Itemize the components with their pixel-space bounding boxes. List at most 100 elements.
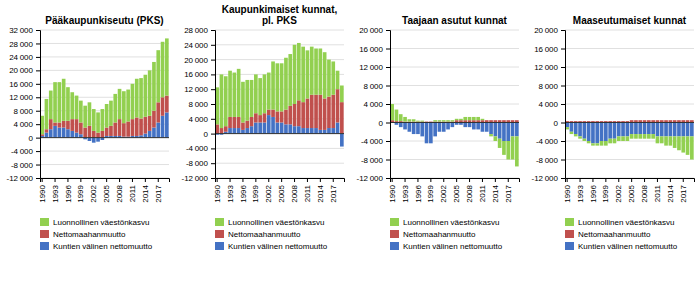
bar [161,97,165,116]
x-tick-label: 2017 [679,184,688,202]
x-tick-label: 1993 [401,184,410,202]
x-tick: 2017 [504,178,513,203]
x-tick-mark [255,178,256,182]
bar [412,119,416,121]
y-tick-mark [36,70,40,71]
bar [62,121,66,128]
y-tick: -8 000 [361,156,390,165]
x-tick-mark [217,178,218,182]
y-tick-label: -12 000 [356,174,383,183]
bar [301,102,305,128]
y-tick: -4 000 [536,137,565,146]
bar [161,42,165,98]
bar [75,119,79,132]
bar [83,128,87,138]
bar [144,75,148,117]
y-tick-mark [36,97,40,98]
bar [92,131,96,138]
bar [276,63,280,111]
bar [336,89,340,122]
bar [139,118,143,135]
y-tick-mark [561,49,565,50]
y-tick-label: 12 000 [184,85,208,94]
y-tick-label: 16 000 [534,45,558,54]
x-tick-mark [605,178,606,182]
bar [250,126,254,133]
bar [241,130,245,134]
y-tick: 32 000 [9,26,40,35]
bar [647,123,651,135]
bar [267,115,271,134]
bar [595,143,599,145]
y-tick-mark [36,178,40,179]
title-line: Maaseutumaiset kunnat [573,15,687,26]
bar [62,79,66,121]
bar [656,123,660,137]
x-tick: 2014 [666,178,675,203]
bar [669,123,673,137]
bar [489,134,493,136]
x-tick: 1996 [414,178,423,203]
bar [254,74,258,113]
bar [656,136,660,143]
x-tick-mark [683,178,684,182]
y-tick-label: -12 000 [181,174,208,183]
bar [156,102,160,122]
plot-area [215,43,343,147]
bar [233,73,237,117]
legend-label: Nettomaahanmuutto [53,230,126,239]
bar [511,123,515,137]
y-tick-mark [386,178,390,179]
bar [118,89,122,119]
y-tick-label: 8 000 [364,82,384,91]
bar [472,117,476,120]
y-tick-label: -8 000 [361,156,384,165]
bar [425,123,429,144]
bar [438,123,442,132]
y-tick-label: 0 [204,130,209,139]
x-tick-mark [430,178,431,182]
y-tick: -12 000 [181,174,215,183]
bar [83,106,87,128]
grid-line [565,122,694,123]
x-tick-label: 2017 [154,184,163,202]
y-tick-mark [561,30,565,31]
y-tick-mark [386,49,390,50]
x-axis: 1990199319961999200220052008201120142017 [563,178,695,203]
x-tick: 1996 [239,178,248,203]
y-tick: 0 [29,134,40,143]
y-tick-label: 0 [29,134,34,143]
bar [101,109,105,131]
y-tick-mark [211,148,215,149]
bar [459,119,463,120]
y-tick-label: 24 000 [9,53,33,62]
bar [451,123,455,128]
bar [288,106,292,125]
x-tick-label: 2011 [653,184,662,202]
plot-area [565,120,693,159]
bar [681,123,685,137]
bar [331,128,335,134]
legend-item: Nettomaahanmuutto [390,230,476,239]
x-tick: 2011 [653,178,662,202]
legend-item: Nettomaahanmuutto [40,230,126,239]
x-tick-mark [294,178,295,182]
bar [327,128,331,134]
grid-line [215,133,344,134]
x-tick: 1990 [563,178,572,203]
bar [677,123,681,137]
x-tick-mark [42,178,43,182]
bar [135,79,139,118]
bar [498,123,502,139]
y-tick-label: -4 000 [186,144,209,153]
x-tick-mark [80,178,81,182]
bar [314,128,318,134]
bar [643,134,647,139]
y-tick-label: 4 000 [364,100,384,109]
bar [297,43,301,100]
legend-label: Luonnollinen väestönkasvu [578,218,675,227]
y-tick-mark [36,138,40,139]
bar [600,123,604,142]
bar [263,113,267,122]
y-axis-line [36,31,41,179]
